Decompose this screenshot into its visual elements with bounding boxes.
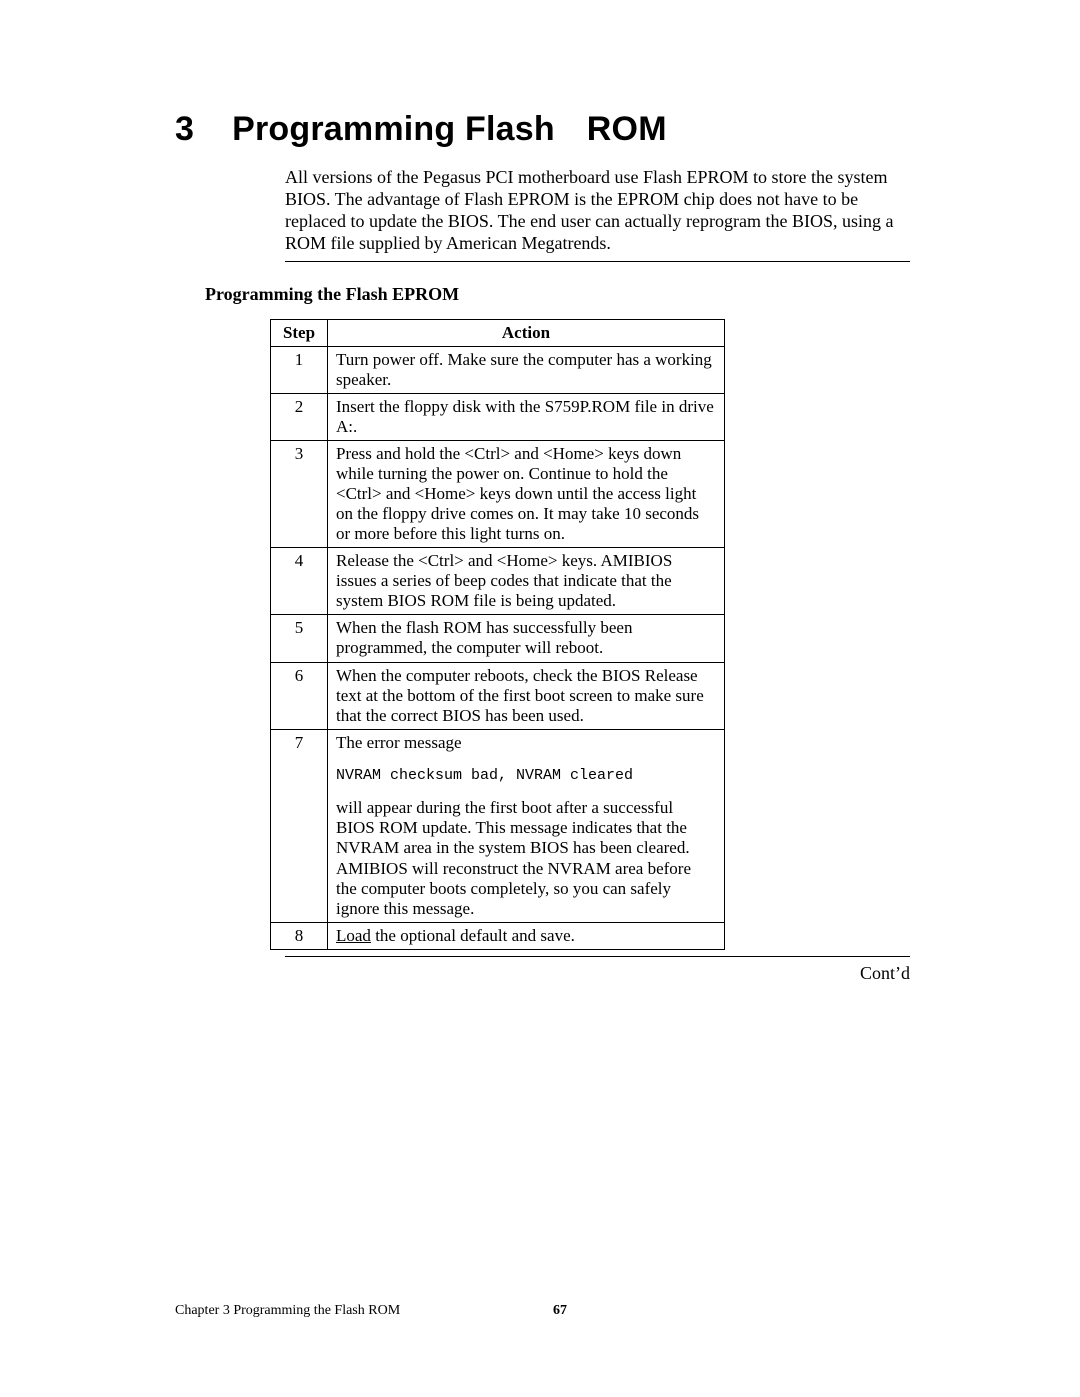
- section-heading: Programming the Flash EPROM: [205, 284, 910, 305]
- page-footer: Chapter 3 Programming the Flash ROM 67: [175, 1303, 910, 1319]
- step-action: Release the <Ctrl> and <Home> keys. AMIB…: [328, 548, 725, 615]
- table-row: 5 When the flash ROM has successfully be…: [271, 615, 725, 662]
- step-number: 8: [271, 922, 328, 949]
- footer-page-number: 67: [553, 1303, 567, 1319]
- step-action: Turn power off. Make sure the computer h…: [328, 346, 725, 393]
- col-header-action: Action: [328, 319, 725, 346]
- table-row: 2 Insert the floppy disk with the S759P.…: [271, 393, 725, 440]
- step-number: 2: [271, 393, 328, 440]
- table-row: 1 Turn power off. Make sure the computer…: [271, 346, 725, 393]
- table-row: 3 Press and hold the <Ctrl> and <Home> k…: [271, 441, 725, 548]
- step-number: 5: [271, 615, 328, 662]
- step7-code: NVRAM checksum bad, NVRAM cleared: [336, 767, 716, 785]
- continued-indicator: Cont’d: [285, 956, 910, 984]
- step7-tail: will appear during the first boot after …: [336, 798, 716, 918]
- table-row: 8 Load the optional default and save.: [271, 922, 725, 949]
- step-number: 6: [271, 662, 328, 729]
- table-header-row: Step Action: [271, 319, 725, 346]
- table-row: 4 Release the <Ctrl> and <Home> keys. AM…: [271, 548, 725, 615]
- intro-block: All versions of the Pegasus PCI motherbo…: [285, 167, 910, 262]
- steps-table: Step Action 1 Turn power off. Make sure …: [270, 319, 725, 950]
- document-page: 3 Programming Flash ROM All versions of th…: [0, 0, 1080, 1397]
- step-number: 1: [271, 346, 328, 393]
- step-number: 4: [271, 548, 328, 615]
- chapter-number: 3: [175, 110, 194, 149]
- step-action: Press and hold the <Ctrl> and <Home> key…: [328, 441, 725, 548]
- continued-label: Cont’d: [860, 963, 910, 983]
- step-action: When the flash ROM has successfully been…: [328, 615, 725, 662]
- step8-underline: Load: [336, 926, 371, 945]
- step-number: 7: [271, 729, 328, 922]
- table-row: 6 When the computer reboots, check the B…: [271, 662, 725, 729]
- step-action: Load the optional default and save.: [328, 922, 725, 949]
- step8-rest: the optional default and save.: [371, 926, 575, 945]
- footer-chapter: Chapter 3 Programming the Flash ROM: [175, 1303, 400, 1318]
- chapter-title-part-b: ROM: [587, 110, 667, 148]
- chapter-title-part-a: Programming Flash: [232, 110, 555, 148]
- table-row: 7 The error message NVRAM checksum bad, …: [271, 729, 725, 922]
- step-action: The error message NVRAM checksum bad, NV…: [328, 729, 725, 922]
- step7-lead: The error message: [336, 733, 716, 753]
- steps-table-wrap: Step Action 1 Turn power off. Make sure …: [270, 319, 910, 950]
- step-number: 3: [271, 441, 328, 548]
- intro-paragraph: All versions of the Pegasus PCI motherbo…: [285, 167, 910, 255]
- step-action: When the computer reboots, check the BIO…: [328, 662, 725, 729]
- chapter-title: 3 Programming Flash ROM: [175, 110, 910, 149]
- col-header-step: Step: [271, 319, 328, 346]
- step-action: Insert the floppy disk with the S759P.RO…: [328, 393, 725, 440]
